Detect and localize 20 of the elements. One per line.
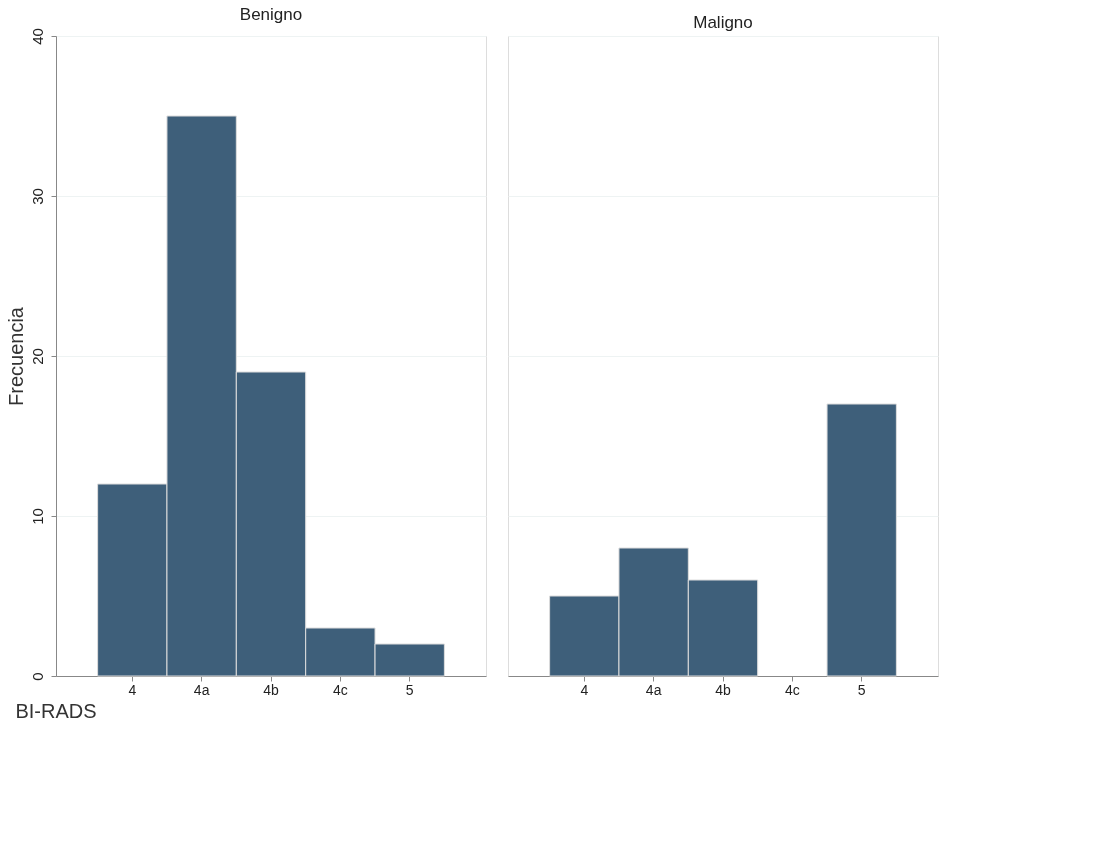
y-axis-title: Frecuencia [4, 306, 27, 406]
chart-title: Benigno [239, 4, 303, 24]
y-tick-label: 30 [28, 188, 46, 205]
x-tick-label: 5 [405, 681, 414, 698]
y-tick-label: 20 [28, 348, 46, 365]
x-tick-label: 4a [193, 681, 210, 698]
x-tick-label: 4 [128, 681, 137, 698]
bar [826, 403, 897, 677]
y-tick-label: 40 [28, 28, 46, 45]
x-tick-label: 4a [645, 681, 662, 698]
y-tick-label: 10 [28, 508, 46, 525]
x-tick-label: 4b [715, 681, 731, 698]
y-tick-label: 0 [28, 672, 46, 681]
chart-title: Maligno [693, 13, 753, 32]
x-tick-label: 4c [332, 681, 348, 698]
x-axis-title: BI-RADS [15, 699, 97, 722]
x-tick-label: 5 [857, 681, 866, 698]
x-tick-label: 4c [784, 681, 800, 698]
x-tick-label: 4 [580, 681, 589, 698]
x-tick-label: 4b [263, 681, 279, 698]
